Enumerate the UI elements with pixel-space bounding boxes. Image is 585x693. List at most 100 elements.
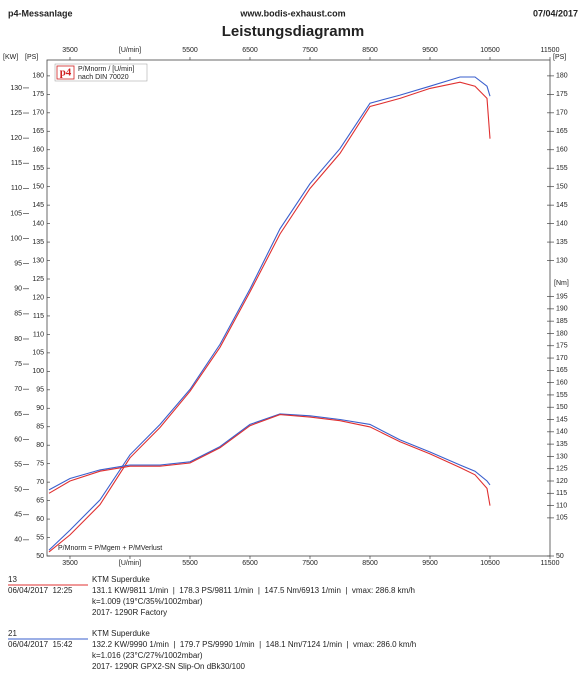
y-tick-label: 160 [32,147,44,154]
run-model: 2017- 1290R GPX2-SN Slip-On dBk30/100 [92,662,246,671]
logo-box [56,65,75,80]
y-right-tick-label: 175 [556,91,568,98]
x-tick-label: 3500 [62,560,78,567]
x-tick-label: 10500 [480,560,500,567]
header-center: www.bodis-exhaust.com [239,8,345,18]
legend-line: P/Mnorm / [U/min] [78,66,134,73]
y-tick-label: 105 [32,350,44,357]
y3-tick-label: 110 [11,185,22,192]
y-tick-label: 115 [33,313,44,320]
y-tick-label: 165 [32,128,44,135]
header-right: 07/04/2017 [533,8,578,18]
run-stats: 132.2 KW/9990 1/min | 179.7 PS/9990 1/mi… [92,640,416,649]
run-bike: KTM Superduke [92,629,150,638]
curve [48,76,491,551]
x-tick-label: 6500 [242,47,258,54]
y3-tick-label: 95 [14,261,22,268]
y3-tick-label: 125 [10,110,22,117]
y-right-tick-label: 160 [556,147,568,154]
y2-tick-label: 185 [556,318,568,325]
y2-tick-label: 115 [556,490,567,497]
y2-tick-label: 125 [556,466,568,473]
y-tick-label: 90 [36,405,44,412]
x-tick-label: 11500 [541,560,560,567]
y-right-axis-label: [PS] [553,54,566,61]
y2-tick-label: 130 [556,453,568,460]
y2-tick-label: 120 [556,478,568,485]
y-tick-label: 120 [32,294,44,301]
y-tick-label: 140 [32,220,44,227]
y-tick-label: 145 [32,202,44,209]
chart-title: Leistungsdiagramm [222,23,365,40]
y-tick-label: 60 [36,516,44,523]
y3-tick-label: 50 [14,486,22,493]
y2-tick-label: 160 [556,379,568,386]
y3-tick-label: 90 [14,286,22,293]
y3-tick-label: 70 [14,386,22,393]
y-right-tick-label: 180 [556,73,568,80]
run-conditions: k=1.016 (23°C/27%/1002mbar) [92,651,203,660]
header-left: p4-Messanlage [8,8,73,18]
run-number: 13 [8,575,17,584]
legend-line: nach DIN 70020 [78,74,129,81]
x-tick-label: 8500 [362,47,378,54]
y3-tick-label: 100 [10,235,22,242]
y-right-tick-label: 165 [556,128,568,135]
x-tick-label: 7500 [302,560,318,567]
y-right-tick-label: 135 [556,239,568,246]
run-bike: KTM Superduke [92,575,150,584]
y2-tick-label: 180 [556,330,568,337]
y-tick-label: 135 [32,239,44,246]
x-tick-label: [U/min] [119,47,141,54]
y2-tick-label: 105 [556,515,568,522]
x-tick-label: 7500 [302,47,318,54]
y3-tick-label: 60 [14,436,22,443]
x-tick-label: 11500 [541,47,560,54]
run-model: 2017- 1290R Factory [92,608,167,617]
y2-tick-label: 150 [556,404,568,411]
plot-frame [46,59,551,557]
y-tick-label: 50 [36,553,44,560]
y-right-tick-label: 140 [556,220,568,227]
run-number: 21 [8,629,17,638]
y-right-tick-label: 130 [556,257,568,264]
y-right-tick-label: 150 [556,184,568,191]
y-tick-label: 170 [32,110,44,117]
run-date: 06/04/2017 15:42 [8,640,73,649]
y-tick-label: 70 [36,479,44,486]
x-tick-label: 9500 [422,560,438,567]
y-right-tick-label: 155 [556,165,568,172]
y-tick-label: 75 [36,461,44,468]
y-tick-label: 65 [36,497,44,504]
y2-tick-label: 170 [556,355,568,362]
y3-tick-label: 105 [10,210,22,217]
y-tick-label: 100 [32,368,44,375]
y-right-tick-label: 50 [556,553,564,560]
y-axis-label: [PS] [25,54,38,61]
y-tick-label: 95 [36,387,44,394]
x-tick-label: 3500 [62,47,78,54]
y3-tick-label: 40 [14,537,22,544]
y-tick-label: 55 [36,534,44,541]
y3-tick-label: 85 [14,311,22,318]
curve [48,413,491,491]
y-right-tick-label: 170 [556,110,568,117]
logo: p4 [60,67,72,79]
y3-tick-label: 65 [14,411,22,418]
y2-tick-label: 165 [556,367,568,374]
y2-tick-label: 145 [556,416,568,423]
y3-tick-label: 75 [14,361,22,368]
y-tick-label: 80 [36,442,44,449]
x-tick-label: 9500 [422,47,438,54]
x-tick-label: 6500 [242,560,258,567]
y3-axis-label: [KW] [3,54,18,61]
y-tick-label: 130 [32,257,44,264]
y2-tick-label: 190 [556,306,568,313]
legend-box [54,63,148,82]
y3-tick-label: 115 [11,160,22,167]
y-tick-label: 150 [32,184,44,191]
y-right-tick-label: 145 [556,202,568,209]
y-tick-label: 180 [32,73,44,80]
y-tick-label: 125 [32,276,44,283]
